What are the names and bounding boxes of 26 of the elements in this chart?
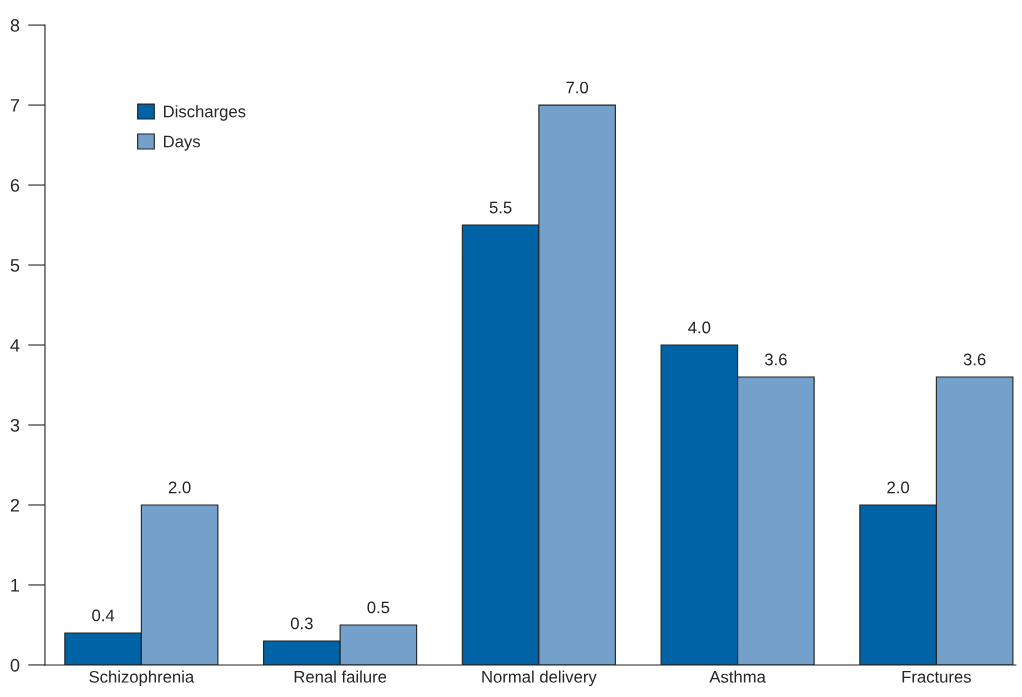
y-tick-label: 1	[11, 579, 20, 592]
y-tick-label: 7	[10, 99, 20, 112]
data-label: 0.4	[92, 609, 115, 622]
x-tick-label: Schizophrenia	[89, 670, 195, 687]
y-tick-label: 5	[10, 259, 20, 272]
data-label: 0.5	[367, 601, 390, 614]
y-tick-label: 6	[10, 178, 20, 192]
x-tick-label: Renal failure	[294, 670, 387, 683]
legend-label: Days	[164, 135, 201, 151]
y-tick-label: 2	[10, 498, 20, 512]
data-label: 5.5	[489, 201, 512, 214]
y-tick-label: 8	[10, 19, 20, 32]
legend-label: Discharges	[164, 105, 246, 121]
data-label: 4.0	[688, 321, 711, 334]
data-label: 7.0	[566, 81, 589, 94]
data-label: 3.6	[764, 353, 787, 366]
y-tick-label: 0	[10, 658, 20, 672]
data-label: 2.0	[168, 481, 191, 494]
x-tick-label: Normal delivery	[482, 670, 597, 687]
y-tick-label: 4	[10, 339, 20, 352]
x-tick-label: Fractures	[902, 671, 971, 683]
data-label: 2.0	[887, 481, 910, 494]
y-tick-label: 3	[10, 418, 20, 432]
data-label: 3.6	[963, 353, 986, 366]
data-label: 0.3	[290, 617, 313, 630]
x-tick-label: Asthma	[709, 670, 766, 683]
